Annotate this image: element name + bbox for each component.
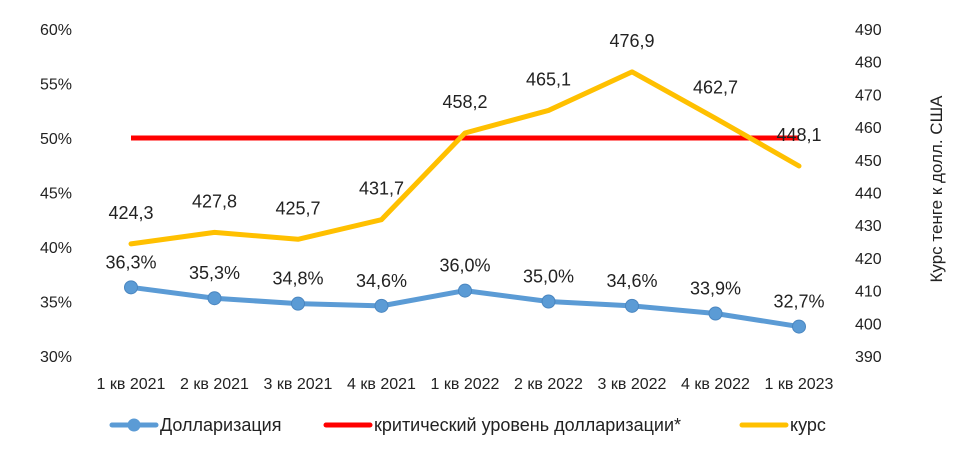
right-axis-ticks: 390 400 410 420 430 440 450 460 470 480 490 (855, 22, 882, 366)
dollarization-data-label: 35,0% (523, 267, 574, 287)
dollarization-data-label: 32,7% (773, 292, 824, 312)
legend: Долларизация критический уровень доллариз… (109, 415, 826, 435)
right-axis-title: Курс тенге к долл. США (927, 95, 946, 283)
series-line-rate (128, 69, 802, 247)
dollarization-data-label: 35,3% (189, 263, 240, 283)
dollarization-data-label: 33,9% (690, 278, 741, 298)
y-right-tick-label: 410 (855, 284, 882, 301)
dollarization-point (708, 306, 723, 321)
dollarization-point (207, 291, 222, 306)
y-right-tick-label: 390 (855, 349, 882, 366)
dollarization-point (291, 296, 305, 311)
legend-marker (127, 418, 141, 432)
x-tick-label: 3 кв 2022 (598, 376, 667, 393)
x-tick-label: 4 кв 2021 (347, 376, 416, 393)
y-left-tick-label: 40% (40, 240, 72, 257)
dollarization-data-label: 34,8% (272, 269, 323, 289)
dollarization-point (374, 298, 389, 313)
y-left-tick-label: 45% (40, 186, 72, 203)
x-tick-label: 1 кв 2022 (431, 376, 500, 393)
legend-label: критический уровень долларизации* (374, 415, 681, 435)
rate-data-label: 462,7 (693, 77, 738, 97)
y-left-tick-label: 55% (40, 77, 72, 94)
rate-data-label: 458,2 (442, 92, 487, 112)
rate-data-label: 465,1 (526, 69, 571, 89)
y-right-tick-label: 420 (855, 251, 882, 268)
x-tick-label: 4 кв 2022 (681, 376, 750, 393)
dollarization-data-label: 34,6% (356, 271, 407, 291)
y-right-tick-label: 460 (855, 120, 882, 137)
legend-label: Долларизация (160, 415, 281, 435)
dollarization-point (541, 294, 556, 309)
dollarization-data-label: 36,0% (439, 256, 490, 276)
x-tick-label: 2 кв 2021 (180, 376, 249, 393)
x-tick-label: 2 кв 2022 (514, 376, 583, 393)
x-tick-label: 1 кв 2021 (97, 376, 166, 393)
y-left-tick-label: 50% (40, 131, 72, 148)
rate-data-label: 427,8 (192, 191, 237, 211)
series-layer (124, 69, 806, 334)
rate-data-label: 448,1 (776, 125, 821, 145)
dollarization-point (625, 298, 639, 313)
y-right-tick-label: 400 (855, 316, 882, 333)
x-axis-ticks: 1 кв 2021 2 кв 2021 3 кв 2021 4 кв 2021 1 кв… (97, 376, 834, 393)
x-tick-label: 1 кв 2023 (765, 376, 834, 393)
dollarization-point (458, 283, 472, 298)
dollarization-data-label: 34,6% (606, 271, 657, 291)
dollarization-point (792, 319, 806, 334)
y-left-tick-label: 60% (40, 22, 72, 39)
rate-data-label: 424,3 (108, 203, 153, 223)
left-axis-ticks: 30% 35% 40% 45% 50% 55% 60% (40, 22, 72, 366)
y-right-tick-label: 450 (855, 153, 882, 170)
y-right-tick-label: 430 (855, 218, 882, 235)
legend-label: курс (790, 415, 826, 435)
dollarization-point (124, 280, 138, 295)
y-right-tick-label: 470 (855, 87, 882, 104)
y-right-tick-label: 440 (855, 186, 882, 203)
dollarization-data-label: 36,3% (105, 252, 156, 272)
data-labels: 424,3 427,8 425,7 431,7 458,2 465,1 476,9 462,7… (105, 31, 824, 312)
x-tick-label: 3 кв 2021 (264, 376, 333, 393)
y-left-tick-label: 35% (40, 295, 72, 312)
y-left-tick-label: 30% (40, 349, 72, 366)
rate-data-label: 425,7 (275, 198, 320, 218)
y-right-tick-label: 480 (855, 55, 882, 72)
y-right-tick-label: 490 (855, 22, 882, 39)
rate-data-label: 431,7 (359, 179, 404, 199)
rate-data-label: 476,9 (609, 31, 654, 51)
